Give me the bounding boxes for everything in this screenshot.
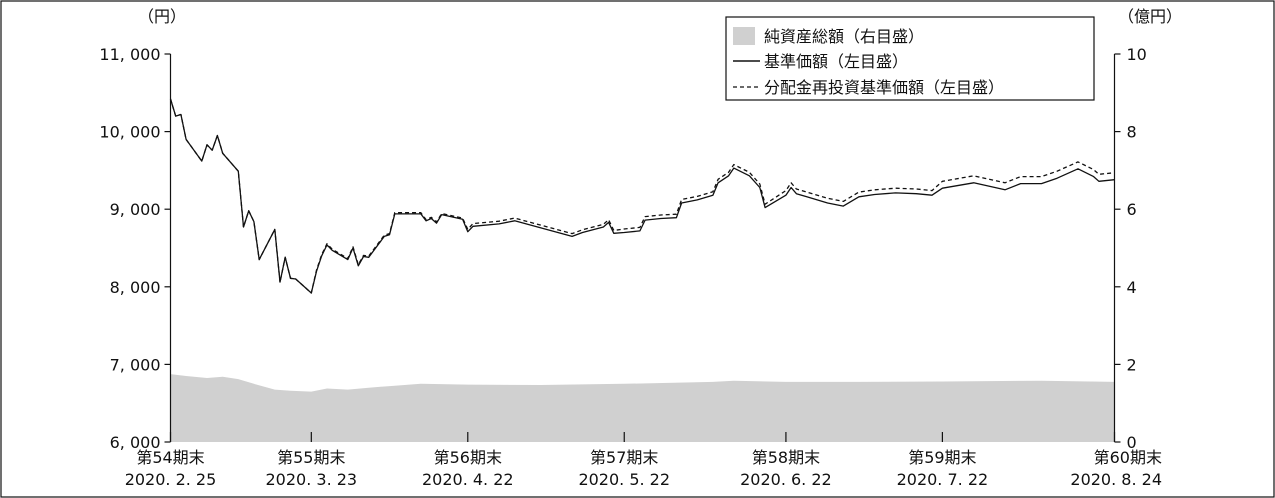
- x-date-label: 2020. 7. 22: [897, 470, 989, 489]
- legend-label-reinvested-nav: 分配金再投資基準価額（左目盛）: [764, 78, 1004, 97]
- x-date-label: 2020. 8. 24: [1070, 470, 1162, 489]
- right-unit-label: （億円）: [1118, 7, 1182, 26]
- x-category-layer: 第54期末 2020. 2. 25 第55期末 2020. 3. 23 第56期末 202…: [125, 432, 1162, 489]
- legend: 純資産総額（右目盛） 基準価額（左目盛） 分配金再投資基準価額（左目盛）: [725, 16, 1095, 101]
- left-y-tick-label: 7, 000: [110, 355, 161, 374]
- x-date-label: 2020. 4. 22: [422, 470, 514, 489]
- x-period-label: 第55期末: [277, 448, 345, 467]
- x-period-label: 第58期末: [752, 448, 820, 467]
- nav-line: [169, 98, 1115, 294]
- right-y-tick-label: 6: [1127, 200, 1137, 219]
- x-period-label: 第56期末: [434, 448, 502, 467]
- left-y-tick-label: 10, 000: [99, 123, 160, 142]
- left-y-tick-label: 6, 000: [110, 433, 161, 452]
- x-date-label: 2020. 3. 23: [266, 470, 358, 489]
- x-period-label: 第54期末: [136, 448, 204, 467]
- left-y-tick-label: 11, 000: [99, 45, 160, 64]
- x-date-label: 2020. 6. 22: [740, 470, 832, 489]
- right-y-tick-label: 8: [1127, 123, 1137, 142]
- reinvested-nav-line: [169, 98, 1115, 294]
- x-period-label: 第59期末: [908, 448, 976, 467]
- left-y-tick-label: 9, 000: [110, 200, 161, 219]
- right-y-tick-label: 0: [1127, 433, 1137, 452]
- legend-label-net-assets: 純資産総額（右目盛）: [764, 27, 924, 46]
- price-lines-layer: [169, 98, 1115, 294]
- legend-box: [725, 16, 1095, 101]
- x-date-label: 2020. 2. 25: [125, 470, 217, 489]
- legend-swatch-net-assets: [733, 27, 755, 45]
- left-y-tick-label: 8, 000: [110, 278, 161, 297]
- right-y-tick-label: 10: [1127, 45, 1147, 64]
- x-period-label: 第60期末: [1094, 448, 1162, 467]
- left-unit-label: （円）: [138, 7, 186, 26]
- net-assets-area: [170, 374, 1115, 442]
- legend-label-nav: 基準価額（左目盛）: [764, 52, 908, 71]
- axes-layer: [169, 54, 1116, 442]
- tick-layer: 6, 000 7, 000 8, 000 9, 000 10, 000 11, 000 0 2…: [99, 45, 1146, 452]
- x-period-label: 第57期末: [590, 448, 658, 467]
- net-assets-area-layer: [170, 374, 1115, 442]
- x-date-label: 2020. 5. 22: [578, 470, 670, 489]
- right-y-tick-label: 4: [1127, 278, 1137, 297]
- right-y-tick-label: 2: [1127, 355, 1137, 374]
